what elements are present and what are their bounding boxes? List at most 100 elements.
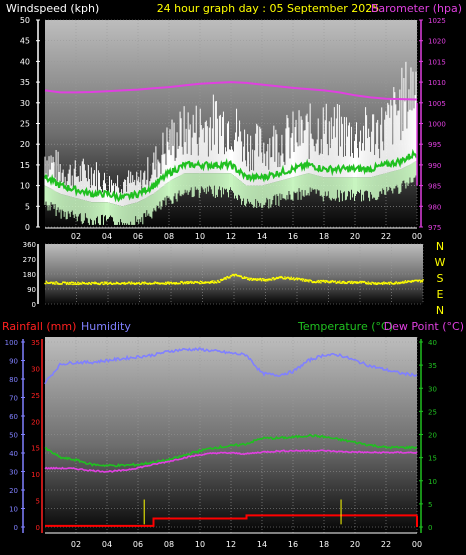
wind-direction-point <box>354 281 356 283</box>
humidity-axis-title: Humidity <box>81 320 131 333</box>
wind-direction-point <box>166 281 169 283</box>
wind-direction-point <box>301 280 304 282</box>
dewpoint-axis-title: Dew Point (°C) <box>384 320 464 333</box>
wind-xtick-label: 04 <box>102 232 112 241</box>
wind-direction-point <box>156 281 159 284</box>
wind-direction-point <box>306 279 308 281</box>
wind-direction-point <box>330 280 333 283</box>
humidity-ytick-label: 0 <box>14 524 18 532</box>
wind-direction-point <box>364 281 366 283</box>
wind-direction-point <box>174 282 176 284</box>
wind-direction-point <box>390 282 393 284</box>
wind-direction-point <box>154 281 157 283</box>
humidity-xtick-label: 10 <box>195 540 205 549</box>
wind-direction-point <box>340 282 343 284</box>
wind-direction-point <box>289 278 291 281</box>
wind-ytick-label: 40 <box>20 57 30 66</box>
wind-direction-point <box>292 278 294 280</box>
direction-label-s: S <box>437 272 444 285</box>
wind-direction-point <box>304 280 306 282</box>
wind-direction-point <box>138 281 140 284</box>
wind-direction-point <box>87 283 89 285</box>
wind-direction-point <box>173 283 176 285</box>
wind-direction-point <box>342 282 344 284</box>
wind-direction-point <box>217 279 219 282</box>
wind-ytick-label: 25 <box>20 120 30 129</box>
wind-direction-point <box>56 283 58 285</box>
wind-direction-point <box>168 283 171 285</box>
wind-direction-point <box>421 280 423 282</box>
wind-direction-point <box>289 277 292 280</box>
wind-direction-point <box>179 282 181 285</box>
wind-direction-point <box>305 280 308 282</box>
wind-direction-point <box>224 278 226 280</box>
barometer-ytick-label: 1025 <box>428 17 446 25</box>
wind-direction-point <box>61 283 63 285</box>
dewpoint-line <box>44 448 418 473</box>
wind-direction-point <box>264 278 267 281</box>
temperature-ytick-label: 25 <box>428 408 437 416</box>
wind-direction-point <box>280 275 282 278</box>
wind-xtick-label: 10 <box>195 232 205 241</box>
barometer-ytick-label: 1000 <box>428 121 446 129</box>
wind-direction-point <box>337 280 339 283</box>
barometer-ytick-label: 1010 <box>428 79 446 87</box>
wind-direction-point <box>320 282 322 284</box>
wind-direction-point <box>318 280 321 283</box>
temperature-ytick-label: 30 <box>428 385 437 393</box>
wind-direction-point <box>104 282 106 285</box>
wind-direction-point <box>383 281 385 283</box>
humidity-ytick-label: 90 <box>9 358 18 366</box>
wind-direction-point <box>373 283 376 285</box>
wind-xtick-label: 12 <box>226 232 236 241</box>
wind-direction-point <box>94 281 96 283</box>
wind-direction-point <box>360 282 362 284</box>
wind-direction-point <box>77 283 80 286</box>
wind-direction-point <box>195 281 198 284</box>
temperature-ytick-label: 35 <box>428 362 437 370</box>
wind-direction-point <box>317 281 319 283</box>
wind-direction-point <box>324 281 326 284</box>
wind-direction-point <box>65 282 67 284</box>
barometer-line <box>44 81 418 101</box>
humidity-ytick-label: 40 <box>9 450 18 458</box>
wind-direction-point <box>109 282 111 284</box>
wind-direction-point <box>204 282 206 284</box>
wind-direction-point <box>338 282 340 284</box>
temperature-ytick-label: 5 <box>428 501 432 509</box>
wind-direction-point <box>209 282 211 284</box>
wind-direction-point <box>387 283 389 285</box>
wind-direction-point <box>252 277 255 280</box>
wind-direction-point <box>92 282 95 284</box>
humidity-xtick-label: 00 <box>412 540 422 549</box>
wind-ytick-label: 35 <box>20 78 30 87</box>
wind-direction-point <box>71 281 73 284</box>
wind-direction-point <box>318 281 320 284</box>
wind-direction-point <box>224 277 227 279</box>
humidity-xtick-label: 08 <box>164 540 174 549</box>
wind-direction-point <box>221 278 223 281</box>
wind-direction-point <box>52 282 55 284</box>
humidity-ytick-label: 20 <box>9 487 18 495</box>
temperature-ytick-label: 0 <box>428 524 432 532</box>
wind-direction-point <box>210 281 212 284</box>
wind-direction-point <box>103 283 105 286</box>
wind-direction-point <box>248 279 251 281</box>
wind-direction-point <box>53 281 55 284</box>
barometer-ytick-label: 1005 <box>428 100 446 108</box>
wind-direction-point <box>394 282 397 285</box>
wind-direction-point <box>401 281 403 284</box>
wind-direction-point <box>356 281 359 283</box>
wind-direction-point <box>158 282 161 284</box>
wind-direction-point <box>329 280 332 282</box>
wind-direction-point <box>241 276 243 279</box>
wind-ytick-label: 50 <box>20 16 30 25</box>
wind-direction-point <box>382 282 385 284</box>
wind-direction-point <box>275 276 278 279</box>
wind-average-line <box>44 148 418 203</box>
wind-direction-point <box>57 282 59 284</box>
humidity-xtick-label: 22 <box>381 540 391 549</box>
temperature-ytick-label: 20 <box>428 432 437 440</box>
wind-direction-point <box>196 281 198 283</box>
wind-direction-point <box>410 281 412 283</box>
